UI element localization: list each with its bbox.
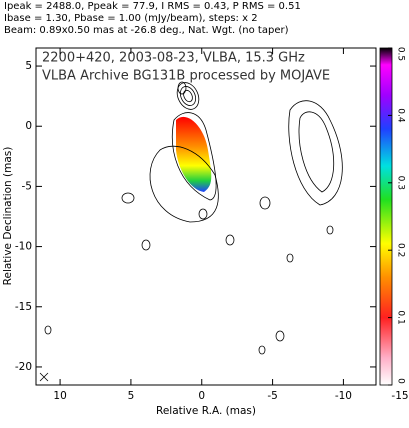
y-tick-label: -20: [15, 361, 32, 373]
contours: [39, 81, 343, 382]
y-tick-label: -15: [15, 301, 32, 313]
colorbar-tick-label: 0.4: [396, 108, 406, 123]
x-tick-label: -15: [391, 390, 408, 402]
colorbar-tick-label: 0.1: [396, 310, 406, 324]
colorbar-tick-label: 0.2: [396, 243, 406, 257]
y-tick-label: 0: [25, 120, 32, 132]
plot-frame: [35, 47, 377, 386]
x-tick-label: 0: [198, 390, 205, 402]
colorbar-tick-label: 0.5: [396, 47, 406, 61]
header-line: Ibase = 1.30, Pbase = 1.00 (mJy/beam), s…: [4, 13, 258, 24]
y-tick-label: -10: [15, 241, 32, 253]
x-axis-label: Relative R.A. (mas): [156, 405, 256, 417]
header-line: Ipeak = 2488.0, Ppeak = 77.9, I RMS = 0.…: [4, 1, 301, 12]
header-line: Beam: 0.89x0.50 mas at -26.8 deg., Nat. …: [4, 25, 289, 36]
x-tick-label: -5: [267, 390, 277, 402]
x-tick-label: 5: [128, 390, 135, 402]
y-tick-label: 5: [25, 60, 32, 72]
colorbar-tick-label: 0.3: [396, 176, 406, 190]
x-tick-label: -10: [335, 390, 352, 402]
y-axis-label: Relative Declination (mas): [2, 147, 14, 286]
colorbar-tick-label: 0: [396, 378, 406, 384]
chart-title: VLBA Archive BG131B processed by MOJAVE: [42, 69, 330, 84]
colorbar: [379, 47, 393, 386]
x-tick-label: 10: [53, 390, 66, 402]
y-tick-label: -5: [22, 180, 32, 192]
chart-title: 2200+420, 2003-08-23, VLBA, 15.3 GHz: [42, 51, 305, 66]
